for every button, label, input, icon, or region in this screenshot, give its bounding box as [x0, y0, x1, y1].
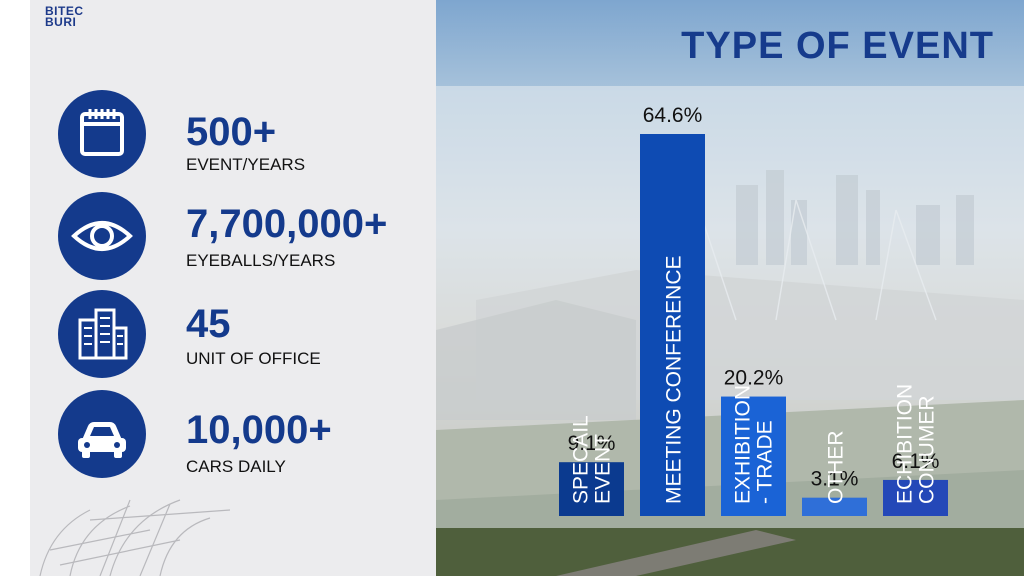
edge-strip — [0, 0, 30, 576]
stat-value: 7,700,000+ — [186, 202, 388, 246]
bar-2 — [640, 134, 705, 516]
bar-5 — [883, 479, 948, 516]
bar-category-label: ECHIBITIONCONUMER — [894, 384, 939, 504]
bar-3 — [721, 396, 786, 516]
car-icon — [58, 390, 146, 478]
bar-value-label: 3.1% — [811, 468, 859, 491]
bar-4 — [802, 497, 867, 516]
bar-value-label: 20.2% — [724, 367, 784, 390]
roof-structure-decoration — [39, 499, 231, 576]
bar-category-label: SPECAILEVENT — [570, 415, 615, 504]
calendar-icon — [58, 90, 146, 178]
stat-value: 10,000+ — [186, 408, 332, 452]
stats-panel: BITEC BURI 500+ EVENT/YEARS — [0, 0, 436, 576]
bar-value-label: 64.6% — [643, 104, 703, 127]
stat-value: 45 — [186, 302, 231, 346]
eye-icon — [58, 192, 146, 280]
bar-category-label: MEETING CONFERENCE — [663, 255, 686, 504]
stat-label: UNIT OF OFFICE — [186, 349, 321, 368]
stat-events: 500+ EVENT/YEARS — [0, 90, 436, 190]
stat-label: CARS DAILY — [186, 457, 286, 476]
chart-title: TYPE OF EVENT — [681, 25, 994, 67]
stat-label: EYEBALLS/YEARS — [186, 251, 336, 270]
bar-category-label: OTHER — [825, 431, 848, 505]
bar-value-label: 6.1% — [892, 450, 940, 473]
stat-eyeballs: 7,700,000+ EYEBALLS/YEARS — [0, 190, 436, 290]
bar-1 — [559, 462, 624, 516]
building-icon — [58, 290, 146, 378]
bar-category-label: EXHIBITION- TRADE — [732, 385, 777, 504]
brand-logo: BITEC BURI — [45, 4, 84, 29]
stat-cars: 10,000+ CARS DAILY — [0, 388, 436, 488]
brand-line-1: BITEC — [45, 4, 84, 18]
brand-line-2: BURI — [45, 15, 77, 29]
stat-value: 500+ — [186, 110, 277, 154]
stat-label: EVENT/YEARS — [186, 155, 306, 174]
bar-value-label: 9.1% — [568, 432, 616, 455]
stat-office: 45 UNIT OF OFFICE — [0, 288, 436, 388]
